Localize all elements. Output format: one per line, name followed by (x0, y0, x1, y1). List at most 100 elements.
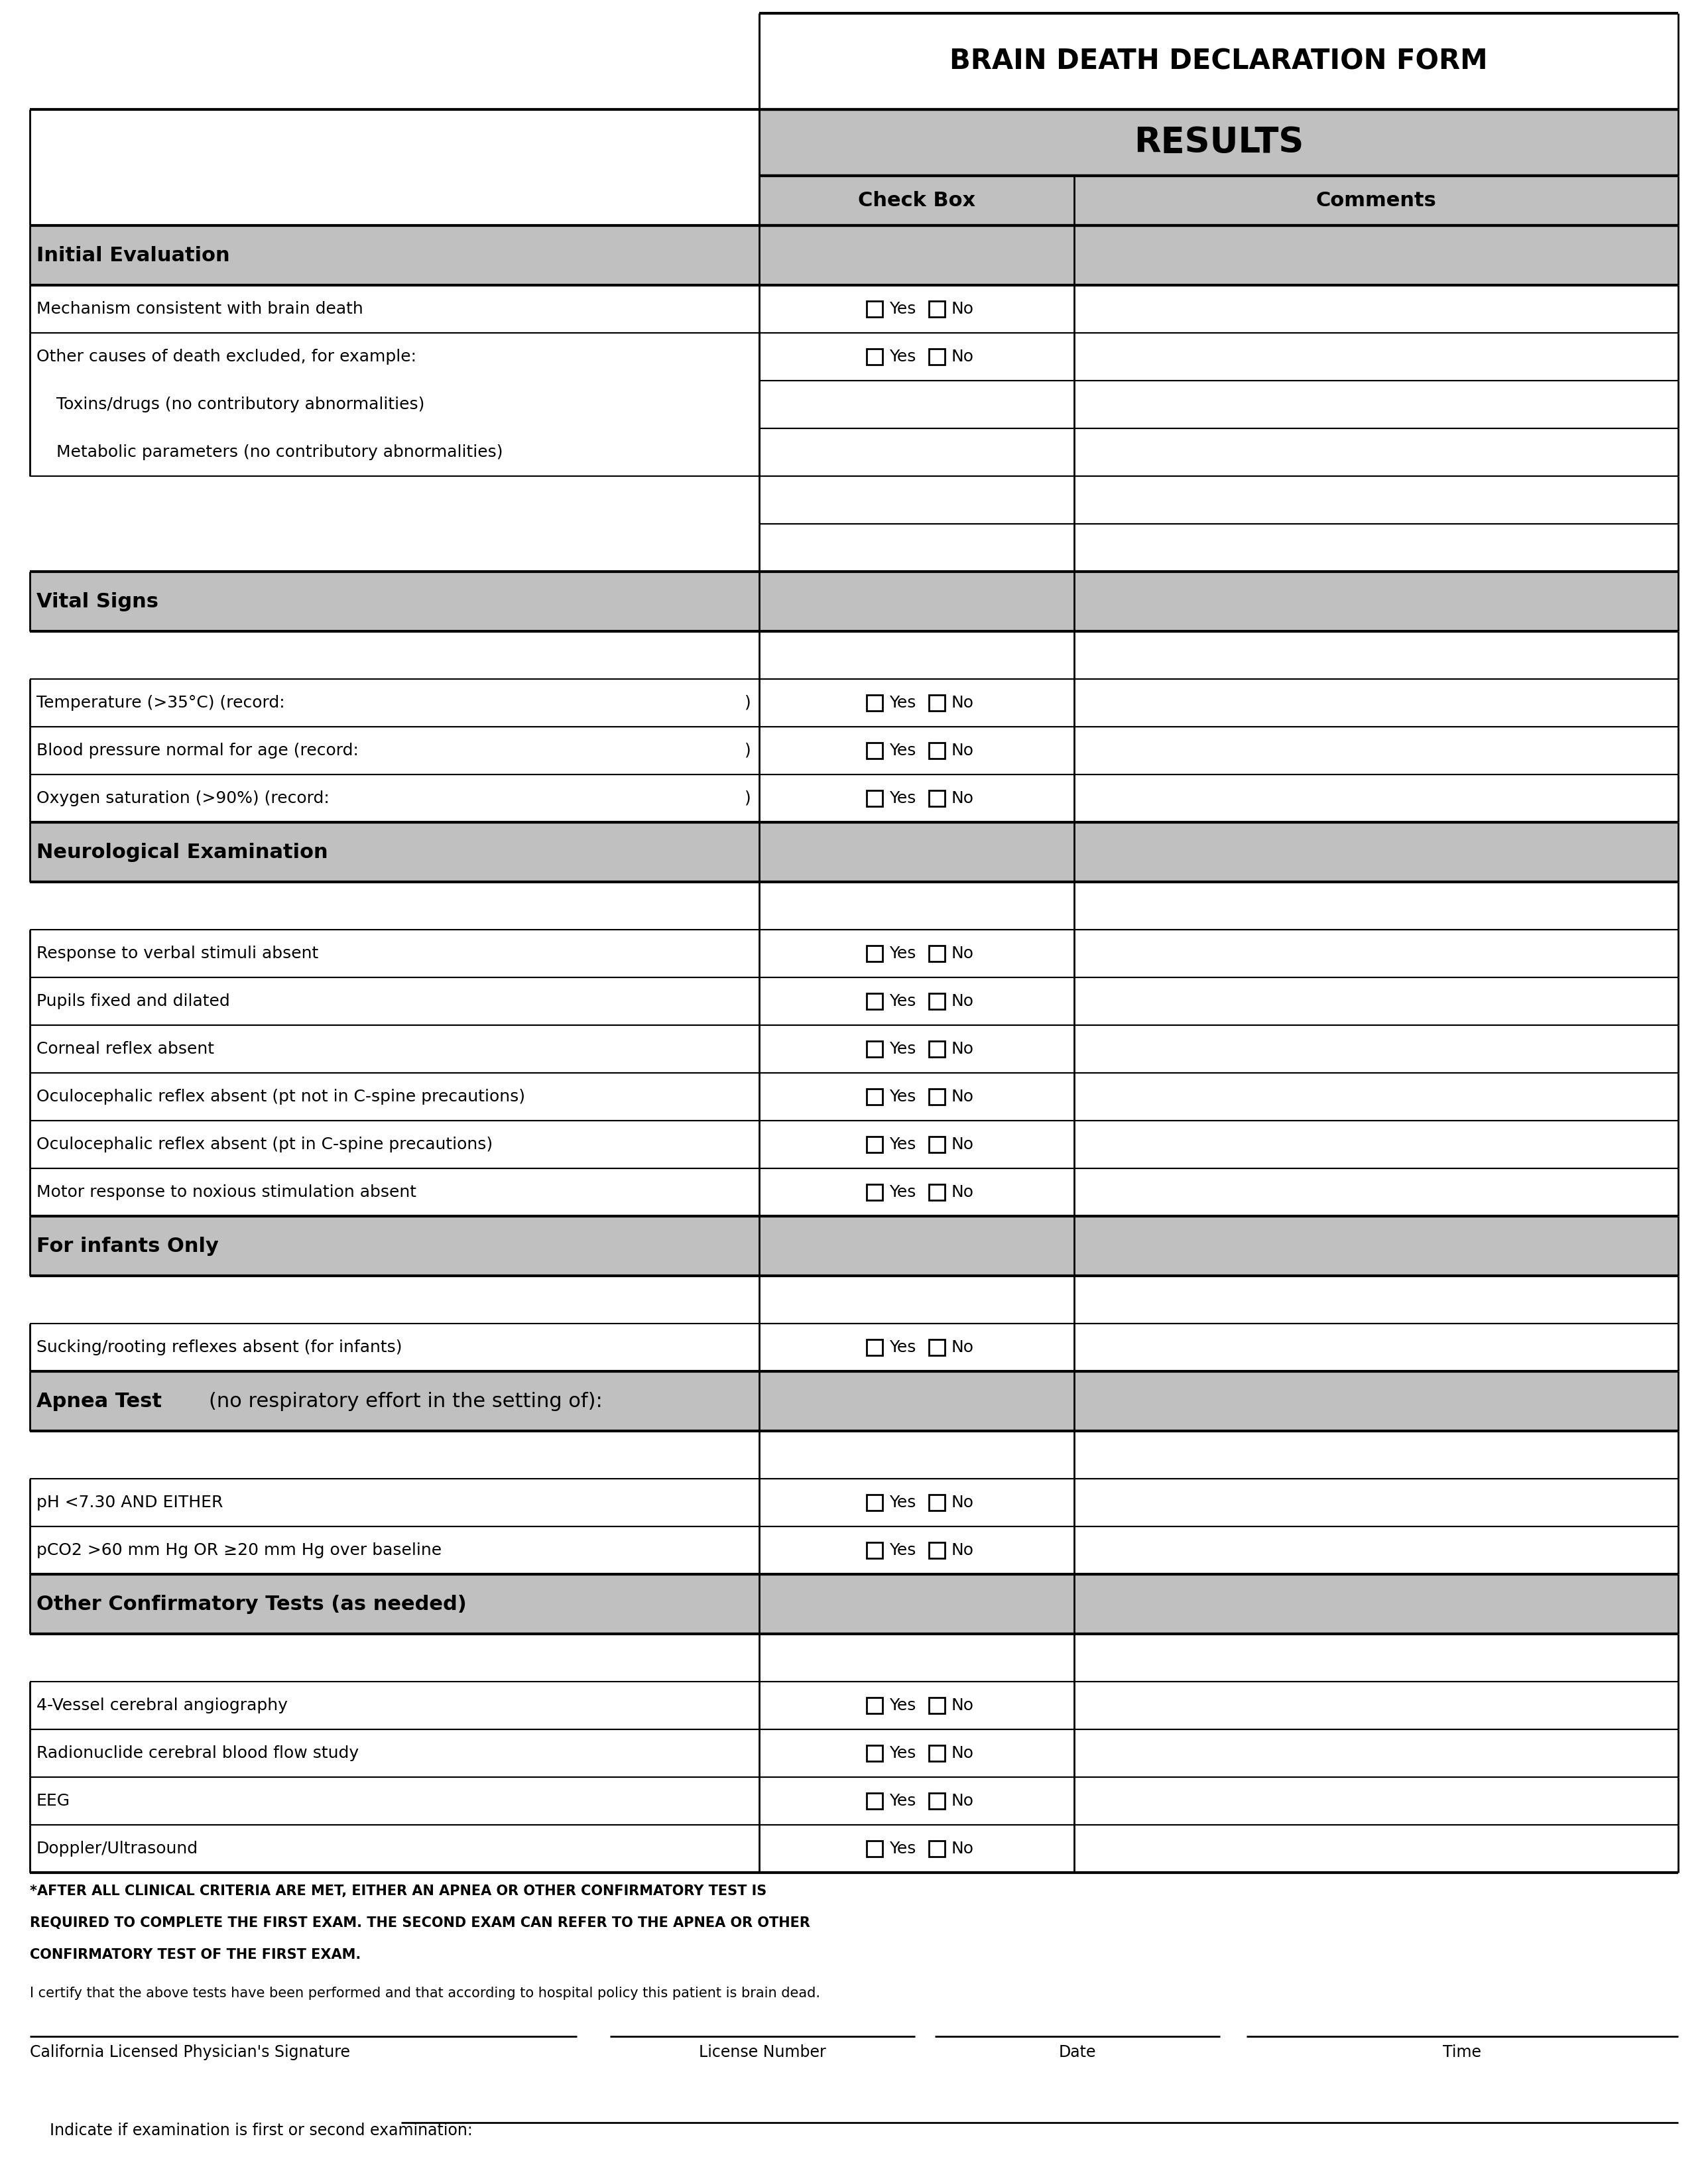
Bar (929, 1794, 945, 1809)
Text: Yes: Yes (890, 1184, 915, 1199)
Text: No: No (951, 742, 974, 759)
Text: Yes: Yes (890, 1542, 915, 1557)
Text: Corneal reflex absent: Corneal reflex absent (36, 1041, 213, 1056)
Bar (929, 1041, 945, 1056)
Bar (929, 1340, 945, 1356)
Text: Neurological Examination: Neurological Examination (36, 842, 328, 861)
Bar (929, 694, 945, 711)
Text: No: No (951, 694, 974, 711)
Text: No: No (951, 301, 974, 317)
Text: No: No (951, 1184, 974, 1199)
Text: ): ) (745, 742, 752, 759)
Bar (758, 176, 1679, 226)
Bar (866, 1494, 883, 1510)
Text: Yes: Yes (890, 1041, 915, 1056)
Text: Yes: Yes (890, 1698, 915, 1714)
Text: No: No (951, 1746, 974, 1761)
Bar (929, 1184, 945, 1199)
Text: Yes: Yes (890, 694, 915, 711)
Text: No: No (951, 993, 974, 1009)
Text: No: No (951, 1041, 974, 1056)
Bar (866, 1137, 883, 1152)
Text: Initial Evaluation: Initial Evaluation (36, 245, 231, 265)
Text: Comments: Comments (1315, 191, 1436, 210)
Bar (866, 301, 883, 317)
Text: Date: Date (1059, 2045, 1097, 2061)
Text: ): ) (745, 694, 752, 711)
Text: Yes: Yes (890, 1746, 915, 1761)
Text: Vital Signs: Vital Signs (36, 592, 159, 612)
Text: CONFIRMATORY TEST OF THE FIRST EXAM.: CONFIRMATORY TEST OF THE FIRST EXAM. (29, 1948, 360, 1961)
Bar (929, 742, 945, 759)
Text: Motor response to noxious stimulation absent: Motor response to noxious stimulation ab… (36, 1184, 417, 1199)
Bar (29, 1217, 1679, 1275)
Bar (929, 993, 945, 1009)
Text: Temperature (>35°C) (record:: Temperature (>35°C) (record: (36, 694, 285, 711)
Text: Time: Time (1443, 2045, 1481, 2061)
Text: Other Confirmatory Tests (as needed): Other Confirmatory Tests (as needed) (36, 1594, 466, 1614)
Text: Apnea Test: Apnea Test (36, 1392, 169, 1410)
Bar (929, 301, 945, 317)
Text: Check Box: Check Box (857, 191, 975, 210)
Text: I certify that the above tests have been performed and that according to hospita: I certify that the above tests have been… (29, 1987, 820, 2000)
Text: Yes: Yes (890, 742, 915, 759)
Text: EEG: EEG (36, 1794, 70, 1809)
Text: *AFTER ALL CLINICAL CRITERIA ARE MET, EITHER AN APNEA OR OTHER CONFIRMATORY TEST: *AFTER ALL CLINICAL CRITERIA ARE MET, EI… (29, 1885, 767, 1898)
Text: Toxins/drugs (no contributory abnormalities): Toxins/drugs (no contributory abnormalit… (56, 397, 425, 412)
Text: Doppler/Ultrasound: Doppler/Ultrasound (36, 1841, 198, 1857)
Text: Response to verbal stimuli absent: Response to verbal stimuli absent (36, 946, 318, 961)
Bar (866, 349, 883, 364)
Text: No: No (951, 1137, 974, 1152)
Text: 4-Vessel cerebral angiography: 4-Vessel cerebral angiography (36, 1698, 287, 1714)
Text: Yes: Yes (890, 993, 915, 1009)
Text: No: No (951, 1494, 974, 1510)
Bar (929, 1137, 945, 1152)
Bar (866, 694, 883, 711)
Text: Yes: Yes (890, 946, 915, 961)
Text: Other causes of death excluded, for example:: Other causes of death excluded, for exam… (36, 349, 417, 364)
Text: Yes: Yes (890, 349, 915, 364)
Text: Yes: Yes (890, 1794, 915, 1809)
Text: No: No (951, 1794, 974, 1809)
Bar (866, 1841, 883, 1857)
Bar (866, 790, 883, 807)
Text: pH <7.30 AND EITHER: pH <7.30 AND EITHER (36, 1494, 224, 1510)
Bar (929, 1089, 945, 1104)
Text: No: No (951, 1089, 974, 1104)
Text: No: No (951, 349, 974, 364)
Text: Indicate if examination is first or second examination:: Indicate if examination is first or seco… (50, 2123, 473, 2139)
Bar (866, 1041, 883, 1056)
Text: Mechanism consistent with brain death: Mechanism consistent with brain death (36, 301, 364, 317)
Text: No: No (951, 1698, 974, 1714)
Bar (929, 1746, 945, 1761)
Text: pCO2 >60 mm Hg OR ≥20 mm Hg over baseline: pCO2 >60 mm Hg OR ≥20 mm Hg over baselin… (36, 1542, 442, 1557)
Text: No: No (951, 1841, 974, 1857)
Text: No: No (951, 946, 974, 961)
Bar (29, 226, 1679, 284)
Text: No: No (951, 1542, 974, 1557)
Text: Yes: Yes (890, 1494, 915, 1510)
Bar (29, 822, 1679, 883)
Text: Metabolic parameters (no contributory abnormalities): Metabolic parameters (no contributory ab… (56, 445, 502, 460)
Bar (866, 946, 883, 961)
Bar (929, 1542, 945, 1557)
Text: Radionuclide cerebral blood flow study: Radionuclide cerebral blood flow study (36, 1746, 359, 1761)
Text: RESULTS: RESULTS (1134, 126, 1303, 161)
Text: Yes: Yes (890, 1841, 915, 1857)
Text: Yes: Yes (890, 1137, 915, 1152)
Text: License Number: License Number (699, 2045, 827, 2061)
Text: No: No (951, 1340, 974, 1356)
Bar (29, 1371, 1679, 1432)
Bar (866, 993, 883, 1009)
Text: ): ) (745, 790, 752, 807)
Text: For infants Only: For infants Only (36, 1236, 219, 1256)
Bar (866, 1746, 883, 1761)
Text: (no respiratory effort in the setting of):: (no respiratory effort in the setting of… (208, 1392, 603, 1410)
Bar (929, 946, 945, 961)
Text: Oculocephalic reflex absent (pt in C-spine precautions): Oculocephalic reflex absent (pt in C-spi… (36, 1137, 492, 1152)
Text: Yes: Yes (890, 301, 915, 317)
Text: Oculocephalic reflex absent (pt not in C-spine precautions): Oculocephalic reflex absent (pt not in C… (36, 1089, 524, 1104)
Text: Yes: Yes (890, 1089, 915, 1104)
Text: California Licensed Physician's Signature: California Licensed Physician's Signatur… (29, 2045, 350, 2061)
Text: BRAIN DEATH DECLARATION FORM: BRAIN DEATH DECLARATION FORM (950, 48, 1488, 76)
